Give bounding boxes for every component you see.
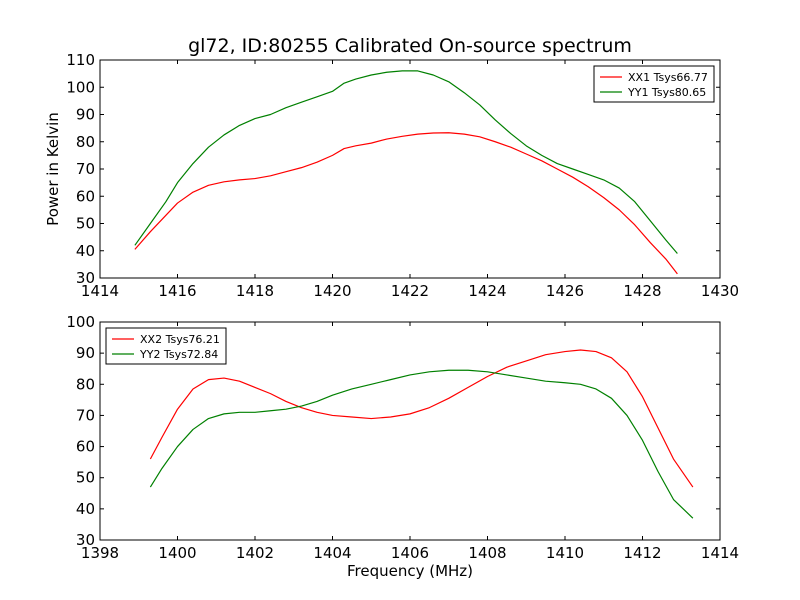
y-tick-label: 90 [76,106,95,124]
x-tick-label: 1416 [158,282,196,300]
series-line-1-1 [134,132,678,275]
y-tick-label: 70 [76,406,95,424]
x-axis-label: Frequency (MHz) [347,562,473,580]
series-line-2-1 [149,349,694,488]
y-tick-label: 40 [76,242,95,260]
y-tick-label: 90 [76,344,95,362]
x-tick-label: 1414 [701,544,739,562]
legend-entry: YY1 Tsys80.65 [627,86,706,99]
y-tick-label: 80 [76,375,95,393]
chart-title: gl72, ID:80255 Calibrated On-source spec… [188,35,632,57]
x-tick-label: 1430 [701,282,739,300]
legend-box [105,327,227,365]
x-tick-label: 1410 [546,544,584,562]
series-line-2-2 [149,369,694,519]
y-tick-label: 100 [66,313,95,331]
legend-box [593,65,715,103]
x-tick-label: 1426 [546,282,584,300]
legend-entry: XX1 Tsys66.77 [628,71,708,84]
x-tick-label: 1424 [468,282,506,300]
x-tick-label: 1408 [468,544,506,562]
x-tick-label: 1400 [158,544,196,562]
y-tick-label: 80 [76,133,95,151]
y-axis-label: Power in Kelvin [44,112,62,226]
x-tick-label: 1412 [623,544,661,562]
y-tick-label: 110 [66,51,95,69]
x-tick-label: 1420 [313,282,351,300]
x-tick-label: 1414 [81,282,119,300]
y-tick-label: 40 [76,500,95,518]
bottom-subplot: 1398 1400 1402 1404 1406 1408 1410 1412 1414 30 40… [66,313,739,580]
y-tick-label: 30 [76,269,95,287]
x-tick-label: 1418 [236,282,274,300]
legend-entry: XX2 Tsys76.21 [140,333,220,346]
x-tick-label: 1402 [236,544,274,562]
y-tick-label: 70 [76,160,95,178]
series-line-1-2 [134,70,678,254]
legend: XX2 Tsys76.21 YY2 Tsys72.84 [105,327,227,365]
y-tick-label: 60 [76,187,95,205]
x-tick-label: 1404 [313,544,351,562]
y-tick-label: 100 [66,78,95,96]
y-tick-label: 50 [76,215,95,233]
y-tick-label: 60 [76,438,95,456]
y-tick-label: 50 [76,469,95,487]
top-subplot: 1414 1416 1418 1420 1422 1424 1426 1428 1430 30 40… [44,35,739,300]
x-tick-label: 1406 [391,544,429,562]
legend-entry: YY2 Tsys72.84 [139,348,218,361]
legend: XX1 Tsys66.77 YY1 Tsys80.65 [593,65,715,103]
y-tick-label: 30 [76,531,95,549]
x-tick-label: 1422 [391,282,429,300]
x-tick-label: 1398 [81,544,119,562]
x-tick-label: 1428 [623,282,661,300]
